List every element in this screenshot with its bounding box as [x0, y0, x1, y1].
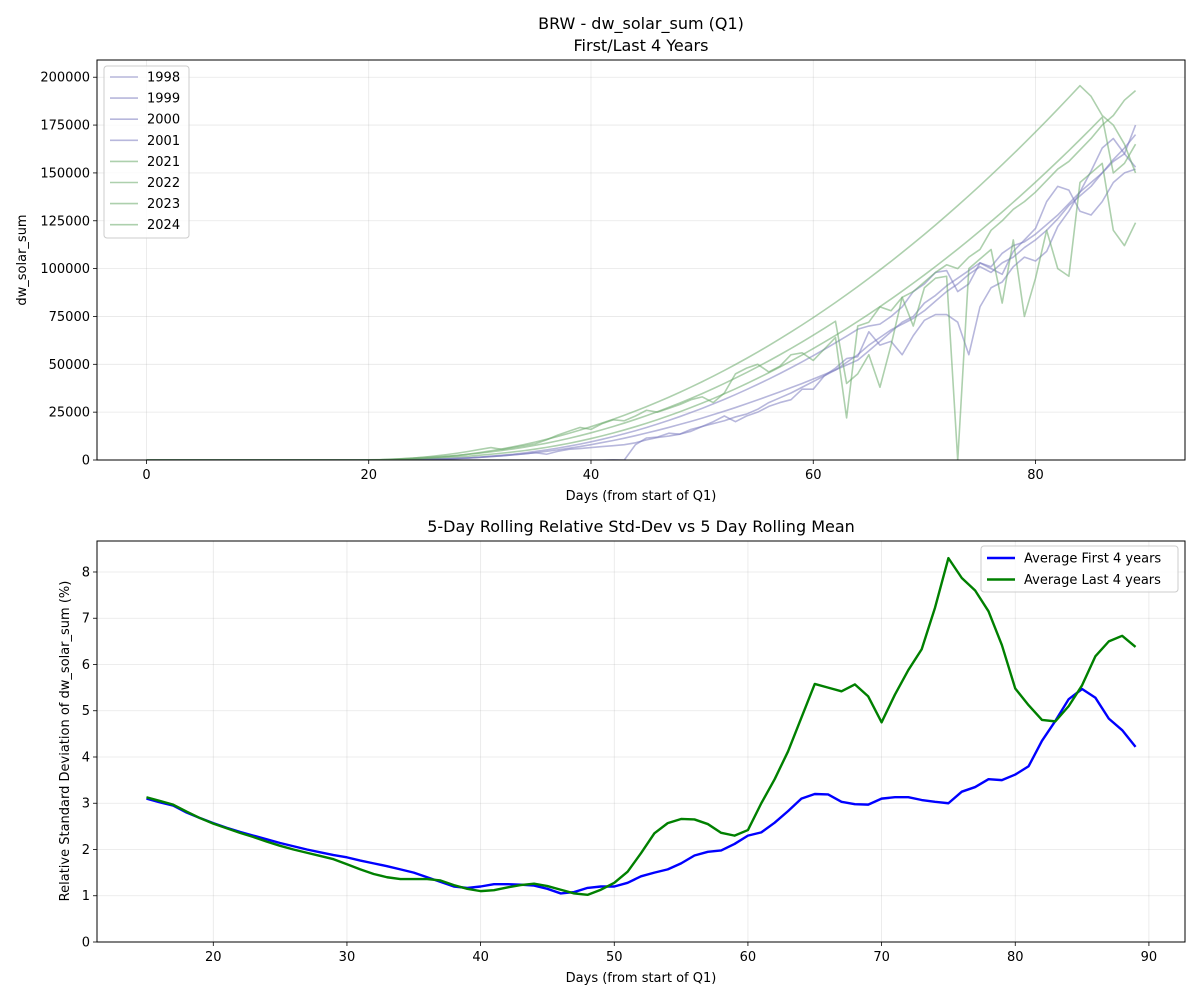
top-series-line-2000 — [146, 137, 1137, 460]
top-ytick-label: 200000 — [40, 71, 90, 86]
top-chart-subtitle: First/Last 4 Years — [574, 36, 709, 55]
top-chart-title: BRW - dw_solar_sum (Q1) — [538, 14, 744, 34]
bottom-xtick-label: 20 — [205, 950, 222, 965]
top-ytick-label: 50000 — [49, 358, 90, 373]
bottom-xtick-label: 60 — [740, 950, 757, 965]
bottom-xtick-label: 90 — [1141, 950, 1158, 965]
top-series-line-2021 — [146, 84, 1137, 460]
bottom-legend-label: Average Last 4 years — [1024, 573, 1161, 588]
bottom-legend-box — [980, 545, 1179, 593]
bottom-ytick-label: 8 — [82, 565, 90, 580]
bottom-chart-ylabel: Relative Standard Deviation of dw_solar_… — [58, 581, 73, 902]
top-legend-label: 2021 — [147, 155, 180, 170]
top-chart: BRW - dw_solar_sum (Q1) First/Last 4 Yea… — [15, 14, 1186, 504]
top-legend-label: 2022 — [147, 176, 180, 191]
top-xtick-label: 60 — [805, 468, 822, 483]
top-chart-series — [146, 84, 1137, 460]
top-chart-legend: 1998 1999 2000 2001 2021 2022 2023 2024 — [103, 65, 190, 239]
top-chart-xlabel: Days (from start of Q1) — [566, 489, 717, 504]
top-ytick-label: 150000 — [40, 166, 90, 181]
top-xtick-label: 0 — [142, 468, 150, 483]
top-chart-ticks: 0 20 40 60 80 0 25000 50000 75000 100000 125000 150… — [40, 71, 1043, 483]
top-series-line-2022 — [146, 90, 1137, 460]
top-ytick-label: 0 — [82, 454, 90, 469]
top-ytick-label: 25000 — [49, 406, 90, 421]
bottom-chart-frame — [96, 540, 1186, 943]
top-xtick-label: 80 — [1027, 468, 1044, 483]
bottom-series-line-average-last-4-years — [146, 556, 1137, 897]
bottom-xtick-label: 70 — [873, 950, 890, 965]
top-legend-label: 2023 — [147, 197, 180, 212]
top-ytick-label: 175000 — [40, 119, 90, 134]
top-ytick-label: 100000 — [40, 262, 90, 277]
top-legend-label: 2000 — [147, 113, 180, 128]
top-series-line-2001 — [146, 168, 1136, 460]
top-chart-frame — [96, 59, 1186, 461]
top-xtick-label: 40 — [583, 468, 600, 483]
bottom-ytick-label: 2 — [82, 843, 90, 858]
bottom-ytick-label: 3 — [82, 797, 90, 812]
bottom-xtick-label: 80 — [1007, 950, 1024, 965]
bottom-chart-xlabel: Days (from start of Q1) — [566, 971, 717, 986]
top-legend-label: 2001 — [147, 134, 180, 149]
top-chart-grid — [97, 60, 1185, 461]
bottom-xtick-label: 40 — [472, 950, 489, 965]
bottom-ytick-label: 6 — [82, 658, 90, 673]
bottom-chart: 5-Day Rolling Relative Std-Dev vs 5 Day … — [58, 517, 1186, 986]
top-legend-label: 2024 — [147, 218, 180, 233]
top-ytick-label: 125000 — [40, 214, 90, 229]
bottom-ytick-label: 1 — [82, 889, 90, 904]
bottom-ytick-label: 0 — [82, 936, 90, 951]
bottom-chart-ticks: 20 30 40 50 60 70 80 90 0 1 2 3 4 5 6 7 8 — [82, 565, 1157, 965]
bottom-xtick-label: 30 — [339, 950, 356, 965]
top-chart-ylabel: dw_solar_sum — [15, 214, 30, 305]
bottom-xtick-label: 50 — [606, 950, 623, 965]
top-series-line-2023 — [146, 162, 1137, 460]
top-ytick-label: 75000 — [49, 310, 90, 325]
bottom-chart-title: 5-Day Rolling Relative Std-Dev vs 5 Day … — [427, 517, 855, 536]
bottom-ytick-label: 7 — [82, 612, 90, 627]
top-series-line-2024 — [146, 116, 1137, 460]
bottom-chart-series — [146, 556, 1137, 897]
top-xtick-label: 20 — [360, 468, 377, 483]
bottom-legend-label: Average First 4 years — [1024, 552, 1161, 567]
top-legend-label: 1999 — [147, 92, 180, 107]
bottom-ytick-label: 4 — [82, 750, 90, 765]
bottom-ytick-label: 5 — [82, 704, 90, 719]
top-series-line-1998 — [146, 134, 1137, 460]
bottom-chart-legend: Average First 4 years Average Last 4 year… — [980, 545, 1179, 593]
top-legend-label: 1998 — [147, 71, 180, 86]
top-legend-box — [103, 65, 190, 239]
bottom-series-line-average-first-4-years — [146, 687, 1137, 895]
